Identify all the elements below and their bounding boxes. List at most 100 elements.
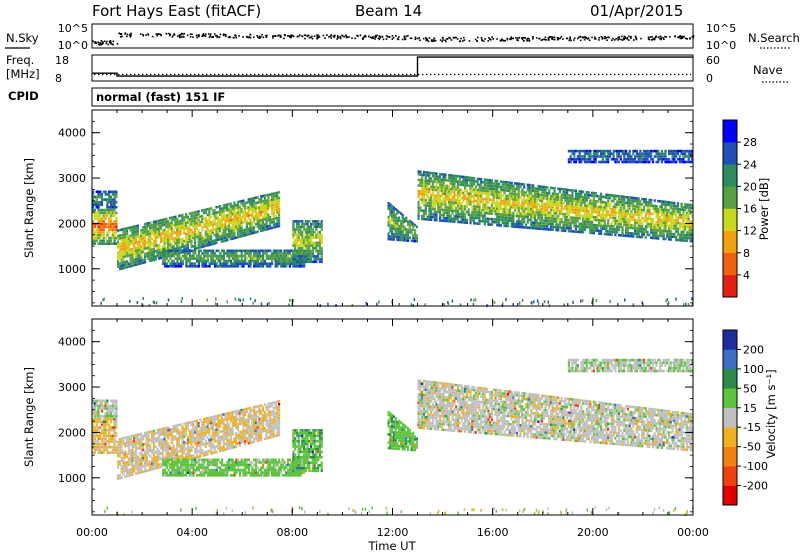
scatter-cell [106,214,109,217]
scatter-cell [254,215,257,218]
noise-point [598,39,600,41]
scatter-cell [188,220,191,224]
scatter-cell [668,238,671,241]
scatter-cell [431,213,435,216]
noise-point [368,35,370,37]
scatter-cell [113,220,116,223]
scatter-cell [456,212,460,216]
scatter-cell [458,180,461,184]
scatter-cell [261,223,265,227]
scatter-cell [95,200,98,204]
scatter-cell [557,215,560,218]
scatter-cell [108,239,111,243]
scatter-cell [185,247,188,250]
noise-point [459,40,461,43]
scatter-cell [444,176,447,179]
scatter-cell [161,218,164,222]
scatter-cell [256,219,259,223]
scatter-cell [569,227,572,230]
noise-point [584,36,586,38]
scatter-cell [430,196,433,200]
scatter-cell [689,209,692,212]
scatter-cell [691,223,694,226]
scatter-cell [233,220,236,224]
scatter-cell [306,230,309,234]
scatter-cell [498,207,501,211]
scatter-cell [682,239,685,242]
scatter-cell [106,203,109,207]
scatter-cell [566,196,569,200]
scatter-cell [194,230,197,234]
scatter-cell [548,219,551,223]
scatter-cell [473,202,476,205]
noise-point [594,38,597,40]
scatter-cell [548,217,551,220]
scatter-cell [301,262,304,265]
scatter-cell [149,248,152,252]
scatter-cell [93,239,96,243]
scatter-cell [147,241,150,244]
scatter-cell [669,217,672,220]
scatter-cell [131,261,134,265]
scatter-cell [439,194,442,198]
scatter-cell [106,208,109,212]
scatter-cell [256,201,259,204]
scatter-cell [217,224,220,228]
noise-point [386,35,389,38]
scatter-band-6 [417,170,694,243]
noise-point [428,37,431,39]
scatter-cell [167,252,170,255]
scatter-cell [242,215,245,219]
noise-point [279,35,282,38]
scatter-cell [544,222,547,225]
scatter-cell [152,245,155,248]
scatter-cell [398,235,401,239]
scatter-cell [469,203,472,206]
scatter-cell [625,226,628,229]
noise-point [552,36,554,39]
scatter-cell [628,234,631,238]
scatter-cell [639,211,642,214]
scatter-cell [212,259,215,263]
scatter-cell [689,220,692,223]
scatter-cell [215,214,218,217]
scatter-cell [530,226,533,230]
scatter-cell [489,223,492,226]
scatter-cell [167,233,170,236]
scatter-cell [496,182,499,186]
scatter-cell [657,213,660,216]
scatter-cell [551,197,554,201]
scatter-cell [594,158,597,161]
scatter-cell [428,179,431,183]
scatter-cell [308,236,311,239]
scatter-cell [168,246,172,249]
scatter-cell [483,189,486,193]
scatter-cell [587,160,590,164]
scatter-cell [650,212,653,215]
noise-point [528,39,531,42]
scatter-cell [583,209,587,213]
scatter-cell [435,172,438,175]
scatter-cell [481,217,485,220]
scatter-cell [99,203,102,207]
scatter-cell [523,196,526,200]
scatter-cell [642,208,646,212]
scatter-cell [596,226,599,230]
scatter-cell [210,262,213,265]
scatter-cell [557,228,560,232]
scatter-cell [99,193,102,196]
scatter-cell [460,204,463,208]
scatter-cell [537,192,540,196]
scatter-cell [168,224,172,228]
scatter-cell [424,209,427,213]
scatter-cell [124,252,127,255]
scatter-cell [176,254,179,258]
scatter-cell [417,170,420,173]
scatter-cell [206,233,209,236]
noise-point [516,39,518,41]
scatter-cell [539,193,542,197]
scatter-cell [102,214,105,217]
scatter-cell [619,220,622,223]
scatter-cell [490,223,494,226]
noise-point [547,37,550,39]
